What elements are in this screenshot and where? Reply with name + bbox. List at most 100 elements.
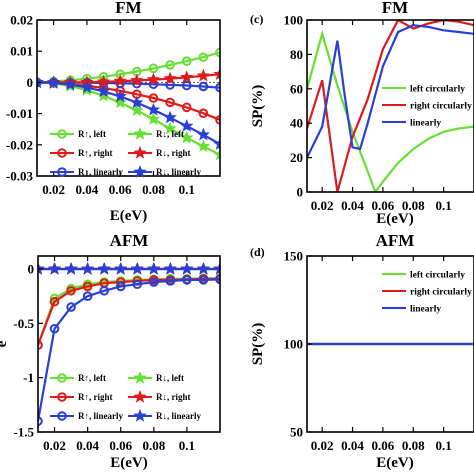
data-point bbox=[47, 261, 62, 275]
legend-label: right circularly bbox=[410, 102, 472, 112]
data-point bbox=[182, 275, 192, 285]
y-tick-label: 100 bbox=[284, 337, 304, 352]
y-tick-label: -0.01 bbox=[6, 106, 33, 121]
data-point bbox=[113, 89, 128, 103]
chart-title: FM bbox=[382, 0, 408, 17]
chart-panel-1: FM 0.02 0.04 0.06 0.08 0.1 0.02 0.01 0 -0.01 -0.02… bbox=[6, 0, 221, 224]
y-axis-label: SP(%) bbox=[250, 323, 266, 366]
legend-label: R↑, right bbox=[78, 392, 113, 402]
plot-area bbox=[37, 47, 220, 161]
legend: left circularly right circularly linearly bbox=[382, 271, 472, 315]
x-axis-label: E(eV) bbox=[376, 455, 414, 471]
data-point bbox=[113, 261, 128, 275]
x-tick-label: 0.02 bbox=[311, 438, 334, 453]
x-axis-label: E(eV) bbox=[110, 455, 148, 471]
series-line-2 bbox=[38, 277, 220, 346]
data-point bbox=[129, 103, 144, 117]
data-point bbox=[99, 285, 109, 296]
data-point bbox=[213, 261, 220, 275]
data-point bbox=[146, 112, 161, 126]
data-point bbox=[181, 80, 192, 91]
data-point bbox=[165, 97, 175, 108]
series-line-3 bbox=[307, 24, 474, 159]
y-tick-label: -0.5 bbox=[13, 316, 34, 331]
x-axis-label: E(eV) bbox=[110, 208, 148, 224]
data-point bbox=[38, 261, 45, 275]
data-point bbox=[113, 95, 128, 109]
data-point bbox=[196, 68, 211, 82]
legend-label: left circularly bbox=[410, 271, 465, 281]
y-tick-label: 0 bbox=[28, 262, 35, 277]
x-tick-label: 0.1 bbox=[436, 198, 452, 213]
y-tick-label: 0 bbox=[297, 185, 304, 200]
y-tick-label: 60 bbox=[290, 81, 303, 96]
y-tick-label: 0 bbox=[27, 75, 34, 90]
axes-frame bbox=[37, 255, 221, 433]
data-point bbox=[198, 52, 209, 62]
axes-frame bbox=[306, 19, 474, 193]
chart-panel-2: FM (c) 0.02 0.04 0.06 0.08 0.1 0 20 40 60 80 100 E(eV… bbox=[250, 0, 474, 227]
data-point bbox=[149, 277, 159, 287]
data-point bbox=[179, 70, 194, 84]
x-tick-label: 0.06 bbox=[109, 182, 132, 197]
series-line-2 bbox=[37, 81, 220, 121]
x-tick-label: 0.04 bbox=[76, 182, 99, 197]
legend: left circularly right circularly linearly bbox=[382, 85, 472, 129]
data-point bbox=[80, 261, 95, 275]
data-point bbox=[180, 261, 194, 275]
data-point bbox=[213, 136, 220, 150]
data-point bbox=[130, 261, 145, 275]
y-axis-label: e bbox=[0, 340, 10, 347]
legend-label: R↓, right bbox=[156, 148, 191, 158]
legend-swatch-marker bbox=[133, 370, 147, 384]
panel-label: (d) bbox=[250, 245, 265, 259]
x-tick-label: 0.06 bbox=[109, 438, 132, 453]
legend-swatch-marker bbox=[133, 145, 147, 159]
x-tick-label: 0.1 bbox=[179, 182, 195, 197]
data-point bbox=[196, 139, 211, 153]
data-point bbox=[66, 302, 76, 312]
x-tick-label: 0.06 bbox=[372, 438, 395, 453]
data-point bbox=[82, 291, 93, 301]
data-point bbox=[97, 261, 112, 275]
legend-label: R↑, linearly bbox=[78, 167, 123, 177]
data-point bbox=[46, 75, 61, 89]
data-point bbox=[165, 60, 175, 70]
data-point bbox=[165, 276, 176, 286]
data-point bbox=[213, 67, 220, 81]
x-tick-label: 0.02 bbox=[311, 198, 334, 213]
data-point bbox=[82, 281, 93, 292]
legend: R↑, left R↓, left R↑, right R↓, right R↑, li… bbox=[50, 370, 201, 422]
legend-swatch-marker bbox=[57, 392, 67, 402]
data-point bbox=[63, 77, 78, 91]
data-point bbox=[181, 102, 192, 113]
legend-swatch-marker bbox=[57, 411, 67, 421]
data-point bbox=[213, 147, 220, 161]
y-tick-label: 0.02 bbox=[10, 13, 33, 28]
y-tick-label: -1 bbox=[23, 370, 34, 385]
y-tick-label: -0.03 bbox=[6, 169, 34, 184]
chart-title: FM bbox=[115, 0, 141, 17]
data-point bbox=[49, 323, 60, 334]
data-point bbox=[179, 130, 194, 144]
x-tick-label: 0.08 bbox=[402, 198, 425, 213]
y-tick-label: 0.01 bbox=[10, 44, 33, 59]
data-point bbox=[146, 102, 161, 116]
data-point bbox=[115, 281, 126, 292]
legend-label: R↓, linearly bbox=[156, 411, 201, 421]
legend-label: linearly bbox=[410, 119, 441, 129]
legend-label: R↑, right bbox=[78, 148, 113, 158]
data-point bbox=[196, 261, 211, 275]
data-point bbox=[64, 261, 78, 275]
legend-label: R↑, left bbox=[78, 373, 106, 383]
x-axis-label: E(eV) bbox=[376, 211, 414, 227]
legend-swatch-marker bbox=[57, 148, 67, 158]
legend-swatch-marker bbox=[57, 167, 67, 177]
axes-frame bbox=[36, 19, 221, 177]
data-point bbox=[179, 118, 194, 132]
legend-swatch-marker bbox=[57, 373, 67, 383]
x-tick-label: 0.04 bbox=[341, 198, 364, 213]
data-point bbox=[129, 95, 144, 109]
data-point bbox=[146, 72, 161, 86]
legend-swatch-marker bbox=[133, 126, 147, 140]
